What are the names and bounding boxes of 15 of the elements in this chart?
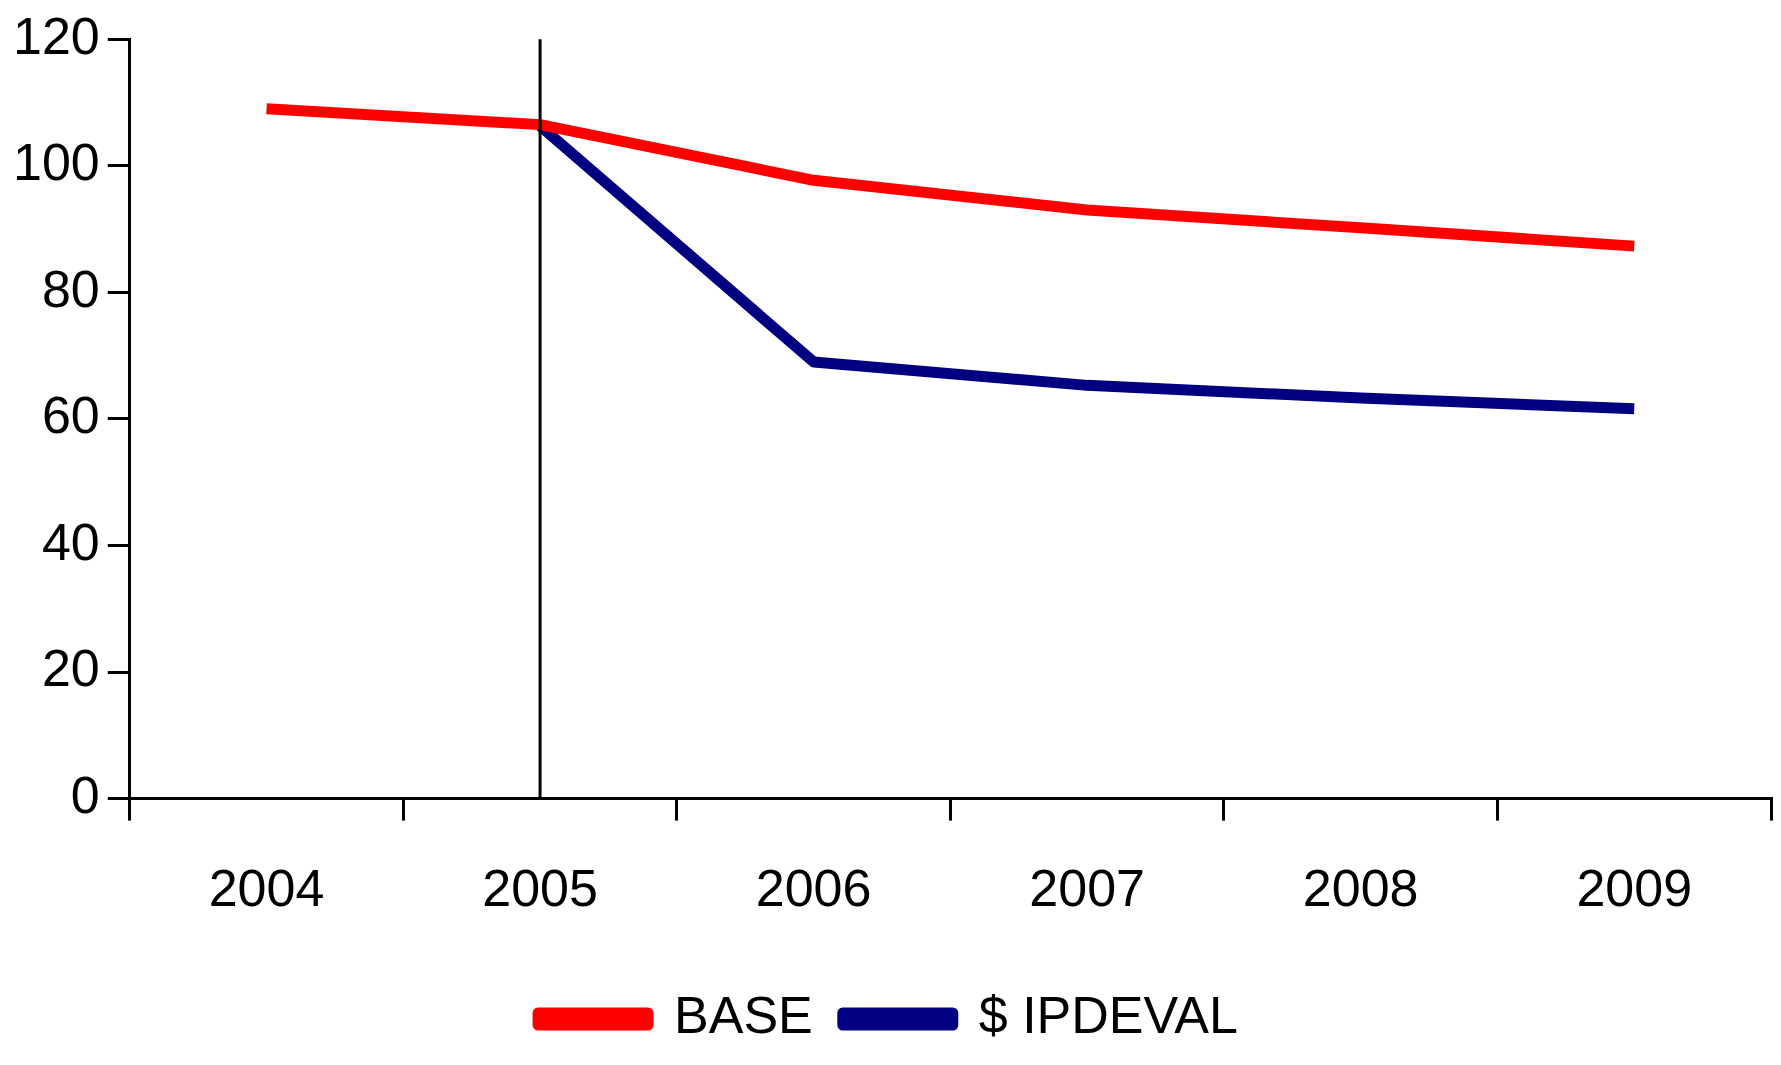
y-tick-label: 100: [12, 133, 100, 192]
y-tick-label: 40: [41, 512, 100, 571]
y-tick-label: 20: [41, 639, 100, 698]
x-tick-label: 2009: [1576, 859, 1693, 918]
x-tick-label: 2004: [208, 859, 325, 918]
y-tick-label: 0: [70, 765, 100, 824]
x-tick-label: 2008: [1302, 859, 1419, 918]
x-tick-label: 2006: [755, 859, 872, 918]
legend-label: $ IPDEVAL: [978, 986, 1238, 1045]
y-tick-label: 80: [41, 259, 100, 318]
y-tick-label: 120: [12, 6, 100, 65]
x-tick-label: 2005: [482, 859, 598, 918]
legend-label: BASE: [674, 986, 813, 1045]
y-tick-label: 60: [41, 386, 100, 445]
x-tick-label: 2007: [1029, 859, 1145, 918]
